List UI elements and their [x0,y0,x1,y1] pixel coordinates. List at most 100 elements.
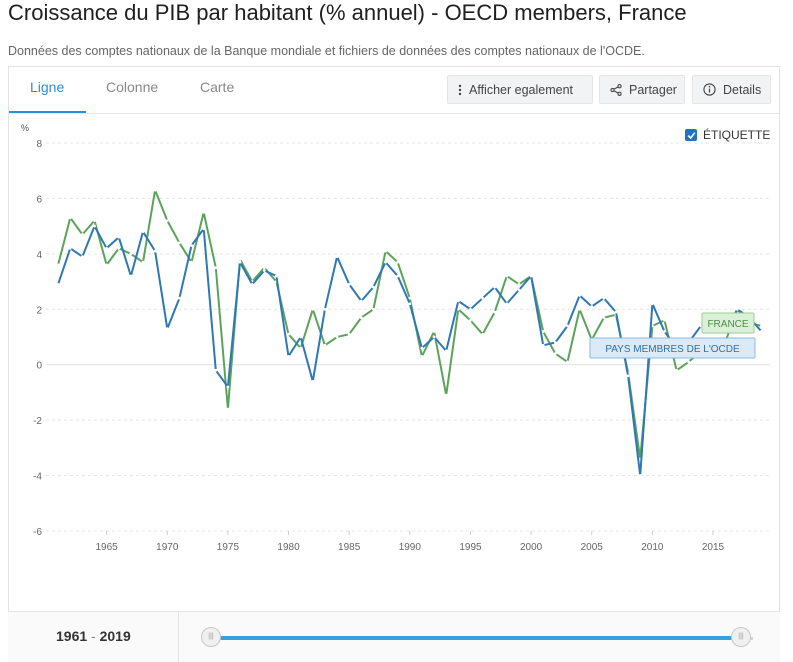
data-point [129,274,133,278]
data-point [262,266,266,270]
data-point [432,330,436,333]
data-point [675,368,679,372]
tab-colonne[interactable]: Colonne [106,79,159,95]
active-tab-indicator [9,111,86,113]
data-point [408,302,412,306]
data-point [359,299,363,303]
data-point [493,310,497,314]
data-point [408,296,412,300]
share-button[interactable]: Partager [599,75,685,104]
data-point [602,316,606,319]
details-label: Details [723,82,762,97]
data-point [117,246,121,250]
share-icon [610,83,622,96]
y-tick-label: -2 [33,416,42,427]
slider-start-handle[interactable]: ||| [201,627,221,647]
data-point [165,219,169,223]
data-point [469,307,472,311]
series-label: PAYS MEMBRES DE L'OCDE [605,344,740,355]
data-point [311,379,315,383]
page-subtitle: Données des comptes nationaux de la Banq… [8,44,645,58]
slider-end-handle[interactable]: ||| [731,627,751,647]
data-point [505,302,509,306]
data-point [456,299,460,303]
y-tick-label: 2 [36,305,42,316]
data-point [384,260,387,264]
year-slider-track[interactable] [213,636,733,640]
data-point [517,288,521,292]
details-button[interactable]: Details [692,75,771,104]
data-point [541,343,545,347]
data-point [323,343,327,347]
data-point [287,355,290,358]
y-axis-unit-label: % [21,123,29,133]
series-label: FRANCE [707,319,748,330]
chart-panel: Ligne Colonne Carte Afficher egalement P… [8,66,780,661]
data-point [372,285,375,289]
tab-ligne[interactable]: Ligne [30,79,65,95]
label-toggle-text: ÉTIQUETTE [703,128,771,142]
data-point [505,274,509,278]
data-point [250,282,254,286]
data-point [553,341,557,344]
data-point [299,346,303,350]
data-point [141,260,145,264]
data-point [420,355,424,358]
data-point [372,307,375,311]
data-point [590,305,594,308]
info-icon [703,83,716,96]
data-point [80,255,84,259]
x-tick-label: 2005 [581,542,604,553]
data-point [68,246,72,250]
series-line-0 [57,189,762,460]
data-point [420,346,424,350]
year-range-label: 1961 - 2019 [56,628,131,644]
x-tick-label: 1970 [156,542,179,553]
data-point [226,385,230,389]
data-point [687,360,691,364]
data-point [153,188,157,192]
show-also-label: Afficher egalement [469,82,573,97]
year-range-footer: 1961 - 2019 ||| ||| [8,611,780,662]
data-point [275,274,278,278]
data-point [105,263,109,267]
label-toggle[interactable]: ÉTIQUETTE [685,128,770,142]
data-point [663,318,666,322]
data-point [396,274,400,278]
data-point [663,330,666,333]
data-point [311,307,315,311]
y-tick-label: 6 [36,194,42,205]
data-point [238,260,242,264]
data-point [323,307,327,311]
data-point [553,352,557,356]
data-point [760,324,763,328]
data-point [153,249,157,253]
data-point [614,310,618,314]
data-point [178,241,181,245]
data-point [626,374,630,378]
data-point [56,282,60,286]
data-point [299,335,303,339]
data-point [396,260,400,264]
data-point [178,296,181,300]
x-tick-label: 1990 [399,542,422,553]
data-point [602,296,606,300]
checkbox-checked-icon [685,129,697,141]
data-point [141,230,145,234]
data-point [80,233,84,236]
start-year: 1961 [56,628,88,644]
data-point [287,332,290,336]
data-point [541,330,545,333]
data-point [238,258,242,261]
data-point [93,224,96,228]
x-tick-label: 1980 [277,542,300,553]
y-tick-label: -4 [33,472,42,483]
data-point [190,260,193,264]
data-point [93,219,96,223]
data-point [456,307,460,311]
show-also-button[interactable]: Afficher egalement [447,75,593,104]
data-point [335,255,339,259]
tab-carte[interactable]: Carte [200,79,235,95]
x-tick-label: 1985 [338,542,361,553]
data-point [347,282,351,286]
